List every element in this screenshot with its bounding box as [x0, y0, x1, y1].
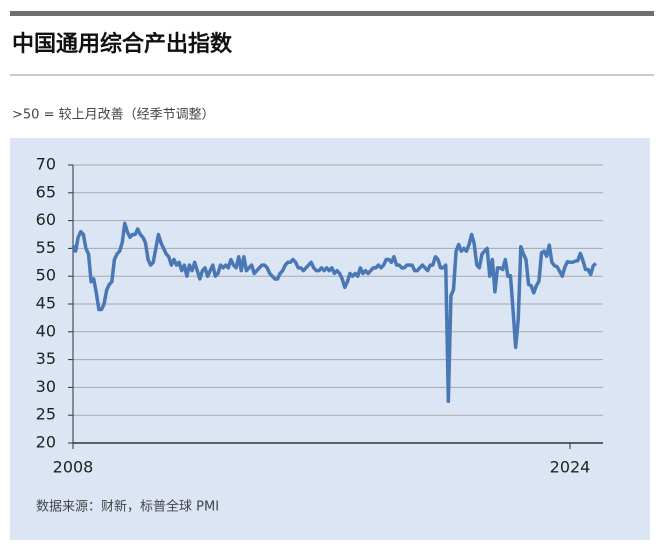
x-tick-label: 2008: [53, 458, 94, 477]
y-tick-label: 30: [36, 377, 56, 396]
y-tick-label: 20: [36, 433, 56, 452]
chart-title: 中国通用综合产出指数: [12, 31, 233, 57]
y-tick-label: 60: [36, 210, 56, 229]
subtitle: >50 = 较上月改善（经季节调整）: [12, 107, 215, 123]
y-tick-label: 50: [36, 266, 56, 285]
y-tick-label: 55: [36, 238, 56, 257]
source-note: 数据来源：财新，标普全球 PMI: [36, 499, 219, 515]
plot-panel: [10, 138, 650, 540]
top-rule: [10, 11, 654, 16]
y-tick-label: 45: [36, 294, 56, 313]
series-line: [71, 221, 598, 404]
y-tick-label: 70: [36, 155, 56, 174]
y-tick-label: 25: [36, 405, 56, 424]
y-tick-label: 40: [36, 321, 56, 340]
x-tick-label: 2024: [550, 458, 591, 477]
y-tick-label: 35: [36, 349, 56, 368]
y-tick-label: 65: [36, 182, 56, 201]
